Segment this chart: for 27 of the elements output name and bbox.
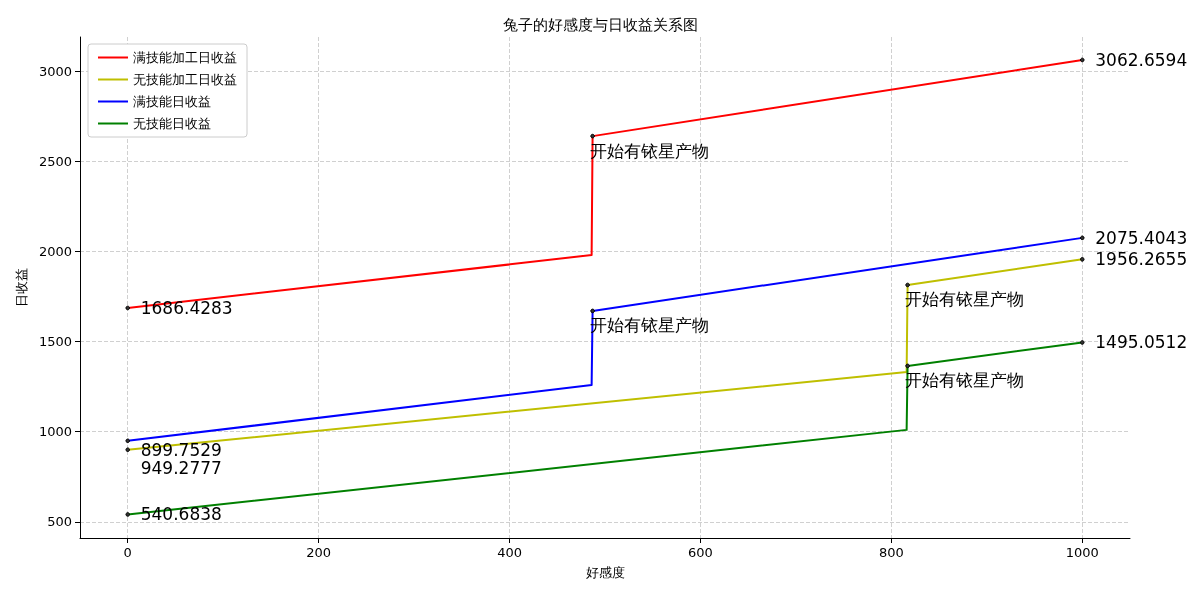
y-axis-title: 日收益 [14, 268, 30, 307]
legend-label: 无技能加工日收益 [133, 72, 237, 87]
y-tick-label: 3000 [38, 63, 72, 79]
x-tick-label: 800 [878, 545, 904, 560]
x-axis-title: 好感度 [585, 565, 625, 580]
legend-label: 满技能加工日收益 [133, 50, 237, 65]
chart-title: 兔子的好感度与日收益关系图 [502, 15, 698, 34]
x-tick-label: 1000 [1065, 545, 1099, 560]
y-tick-label: 2500 [38, 153, 72, 169]
annotation: 3062.6594 [1095, 49, 1188, 70]
x-tick-label: 600 [688, 545, 713, 560]
y-tick-label: 2000 [38, 243, 72, 259]
annotation: 1686.4283 [140, 297, 233, 318]
y-tick-label: 1500 [38, 334, 72, 350]
annotation: 1956.2655 [1095, 249, 1188, 270]
annotation: 899.7529 [140, 439, 222, 460]
x-tick-label: 0 [123, 545, 132, 560]
legend-label: 无技能日收益 [133, 116, 211, 131]
legend-label: 满技能日收益 [133, 94, 211, 109]
annotation: 2075.4043 [1095, 227, 1188, 248]
x-tick-label: 400 [497, 545, 522, 560]
y-tick-label: 1000 [38, 424, 72, 440]
annotation: 949.2777 [140, 457, 222, 478]
x-tick-label: 200 [306, 545, 332, 560]
annotation: 540.6838 [140, 504, 222, 525]
y-tick-label: 500 [47, 514, 72, 530]
annotation: 1495.0512 [1095, 332, 1188, 353]
